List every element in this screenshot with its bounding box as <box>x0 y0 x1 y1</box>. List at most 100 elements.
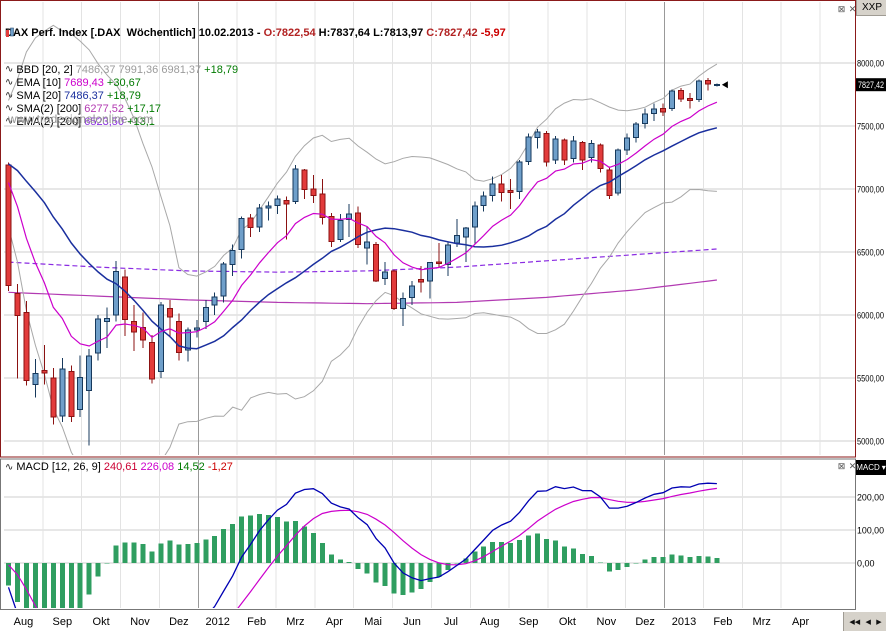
x-axis-month-label: Jun <box>403 616 421 628</box>
x-axis-month-label: 2012 <box>205 616 229 628</box>
macd-panel-maximize-button[interactable]: ⊠ <box>837 461 846 471</box>
candle-body <box>41 369 48 374</box>
candle-body <box>265 205 272 209</box>
macd-panel-close-button[interactable]: ✕ <box>848 461 857 471</box>
macd-chart[interactable]: 200,00 100,00 0,00 <box>0 458 886 611</box>
x-axis-month-label: Nov <box>597 616 617 628</box>
candle-body <box>597 144 604 169</box>
macd-legend-segment: MACD [12, 26, 9] <box>16 461 104 473</box>
macd-legend-segment: 226,08 <box>140 461 178 473</box>
macd-signal-line <box>8 487 717 608</box>
main-legend: DAX Perf. Index [.DAX Wöchentlich] 10.02… <box>5 2 506 152</box>
candle-body <box>283 199 290 205</box>
scroll-fast-left-button[interactable]: ◀◀ <box>849 618 861 626</box>
candle-body <box>23 312 30 381</box>
macd-legend-row[interactable]: ∿ MACD [12, 26, 9] 240,61 226,08 14,52 -1… <box>5 461 233 473</box>
bollinger-upper-line <box>8 24 718 277</box>
candle-body <box>247 217 254 229</box>
legend-segment: SMA [20] <box>16 89 65 102</box>
title-segment: DAX Perf. Index [.DAX Wöchentlich] 10.02… <box>5 26 264 39</box>
candle-body <box>480 195 487 206</box>
price-axis-label: 7500,00 <box>857 122 884 132</box>
indicator-legend-row[interactable]: ∿ EMA [10] 7689,43 +30,67 <box>5 76 506 89</box>
chart-title: DAX Perf. Index [.DAX Wöchentlich] 10.02… <box>5 27 506 39</box>
candle-body <box>418 279 424 283</box>
last-price-badge-text: 7827,42 <box>858 80 884 90</box>
bollinger-lower-line <box>8 188 717 455</box>
candle-body <box>229 250 236 266</box>
macd-line <box>7 482 717 608</box>
title-segment: C:7827,42 <box>426 26 481 39</box>
price-axis-label: 5000,00 <box>857 437 884 447</box>
macd-axis-label: 200,00 <box>857 493 884 503</box>
macd-axis-label: 0,00 <box>857 559 875 569</box>
candle-body <box>687 97 693 102</box>
watermark: www.tradesignalonline.com <box>8 112 154 126</box>
x-axis-month-label: Sep <box>519 616 539 628</box>
candle-body <box>391 270 398 310</box>
last-price-badge <box>856 78 886 92</box>
candle-body <box>382 271 389 280</box>
candlestick-chart-icon <box>6 27 14 37</box>
candle-body <box>660 107 667 113</box>
macd-legend-segment: 240,61 <box>103 461 141 473</box>
candle-body <box>364 241 371 249</box>
macd-panel-border <box>0 458 856 610</box>
candle-body <box>95 318 102 354</box>
legend-segment: 6277,52 <box>84 102 128 115</box>
price-axis-label: 6000,00 <box>857 311 884 321</box>
candle-body <box>166 308 173 318</box>
macd-plot-layer <box>4 460 855 608</box>
macd-axis-badge[interactable]: MACD ▾ <box>856 460 886 475</box>
indicator-legend-row[interactable]: ∿ BBD [20, 2] 7486,37 7991,36 6981,37 +18… <box>5 63 506 76</box>
candle-body <box>104 318 111 322</box>
scroll-right-button[interactable]: ▶ <box>876 618 882 626</box>
x-axis-month-label: Dez <box>169 616 189 628</box>
candle-body <box>238 218 245 250</box>
chart-title-row[interactable]: DAX Perf. Index [.DAX Wöchentlich] 10.02… <box>5 26 506 39</box>
macd-legend-segment: -1,27 <box>207 461 233 473</box>
indicator-legend-row[interactable]: ∿ EMA(2) [200] 6523,50 +13,1 <box>5 115 506 128</box>
candle-body <box>337 220 344 240</box>
candle-body <box>319 193 326 218</box>
indicator-legend-row[interactable]: ∿ SMA(2) [200] 6277,52 +17,17 <box>5 102 506 115</box>
main-panel-close-button[interactable]: ✕ <box>848 4 857 14</box>
candle-body <box>292 168 299 203</box>
candle-body <box>444 244 451 266</box>
candle-body <box>543 133 550 163</box>
chevron-down-icon: ▾ <box>881 463 886 472</box>
x-axis-month-label: Aug <box>480 616 500 628</box>
legend-segment: +18,79 <box>106 89 141 102</box>
x-axis-month-label: Jul <box>444 616 458 628</box>
candle-body <box>184 329 191 351</box>
x-axis-month-label: Mai <box>364 616 382 628</box>
candle-body <box>175 320 182 354</box>
main-chart[interactable]: 8000,00 7500,00 7000,00 6500,00 6000,00 5500,… <box>0 0 886 458</box>
candle-body <box>211 296 218 306</box>
indicator-legend-row[interactable]: ∿ SMA [20] 7486,37 +18,79 <box>5 89 506 102</box>
main-panel-border <box>0 0 856 458</box>
candle-body <box>651 108 658 114</box>
candle-body <box>453 235 460 244</box>
candle-body <box>68 371 75 417</box>
candle-body <box>588 142 595 159</box>
candle-body <box>193 327 200 331</box>
scroll-controls: ◀◀ ◀ ▶ <box>843 612 886 631</box>
price-axis-label: 6500,00 <box>857 248 884 258</box>
candle-body <box>256 207 263 228</box>
candle-body <box>149 342 155 380</box>
candle-body <box>220 263 227 297</box>
candle-body <box>373 243 380 282</box>
indicator-curve-icon: ∿ <box>5 461 14 473</box>
candle-body <box>157 304 164 373</box>
legend-segment: SMA(2) [200] <box>16 102 85 115</box>
scroll-left-button[interactable]: ◀ <box>865 618 871 626</box>
x-axis-month-label: Aug <box>14 616 34 628</box>
sma20-line <box>8 127 718 350</box>
candle-body <box>202 307 209 322</box>
title-segment: -5,97 <box>480 26 506 39</box>
time-axis[interactable]: Aug Sep Okt Nov Dez 2012 Feb Mrz Apr Mai Jun Jul Aug… <box>0 611 886 631</box>
candle-body <box>426 262 433 282</box>
main-panel-maximize-button[interactable]: ⊠ <box>837 4 846 14</box>
candle-body <box>462 227 469 238</box>
